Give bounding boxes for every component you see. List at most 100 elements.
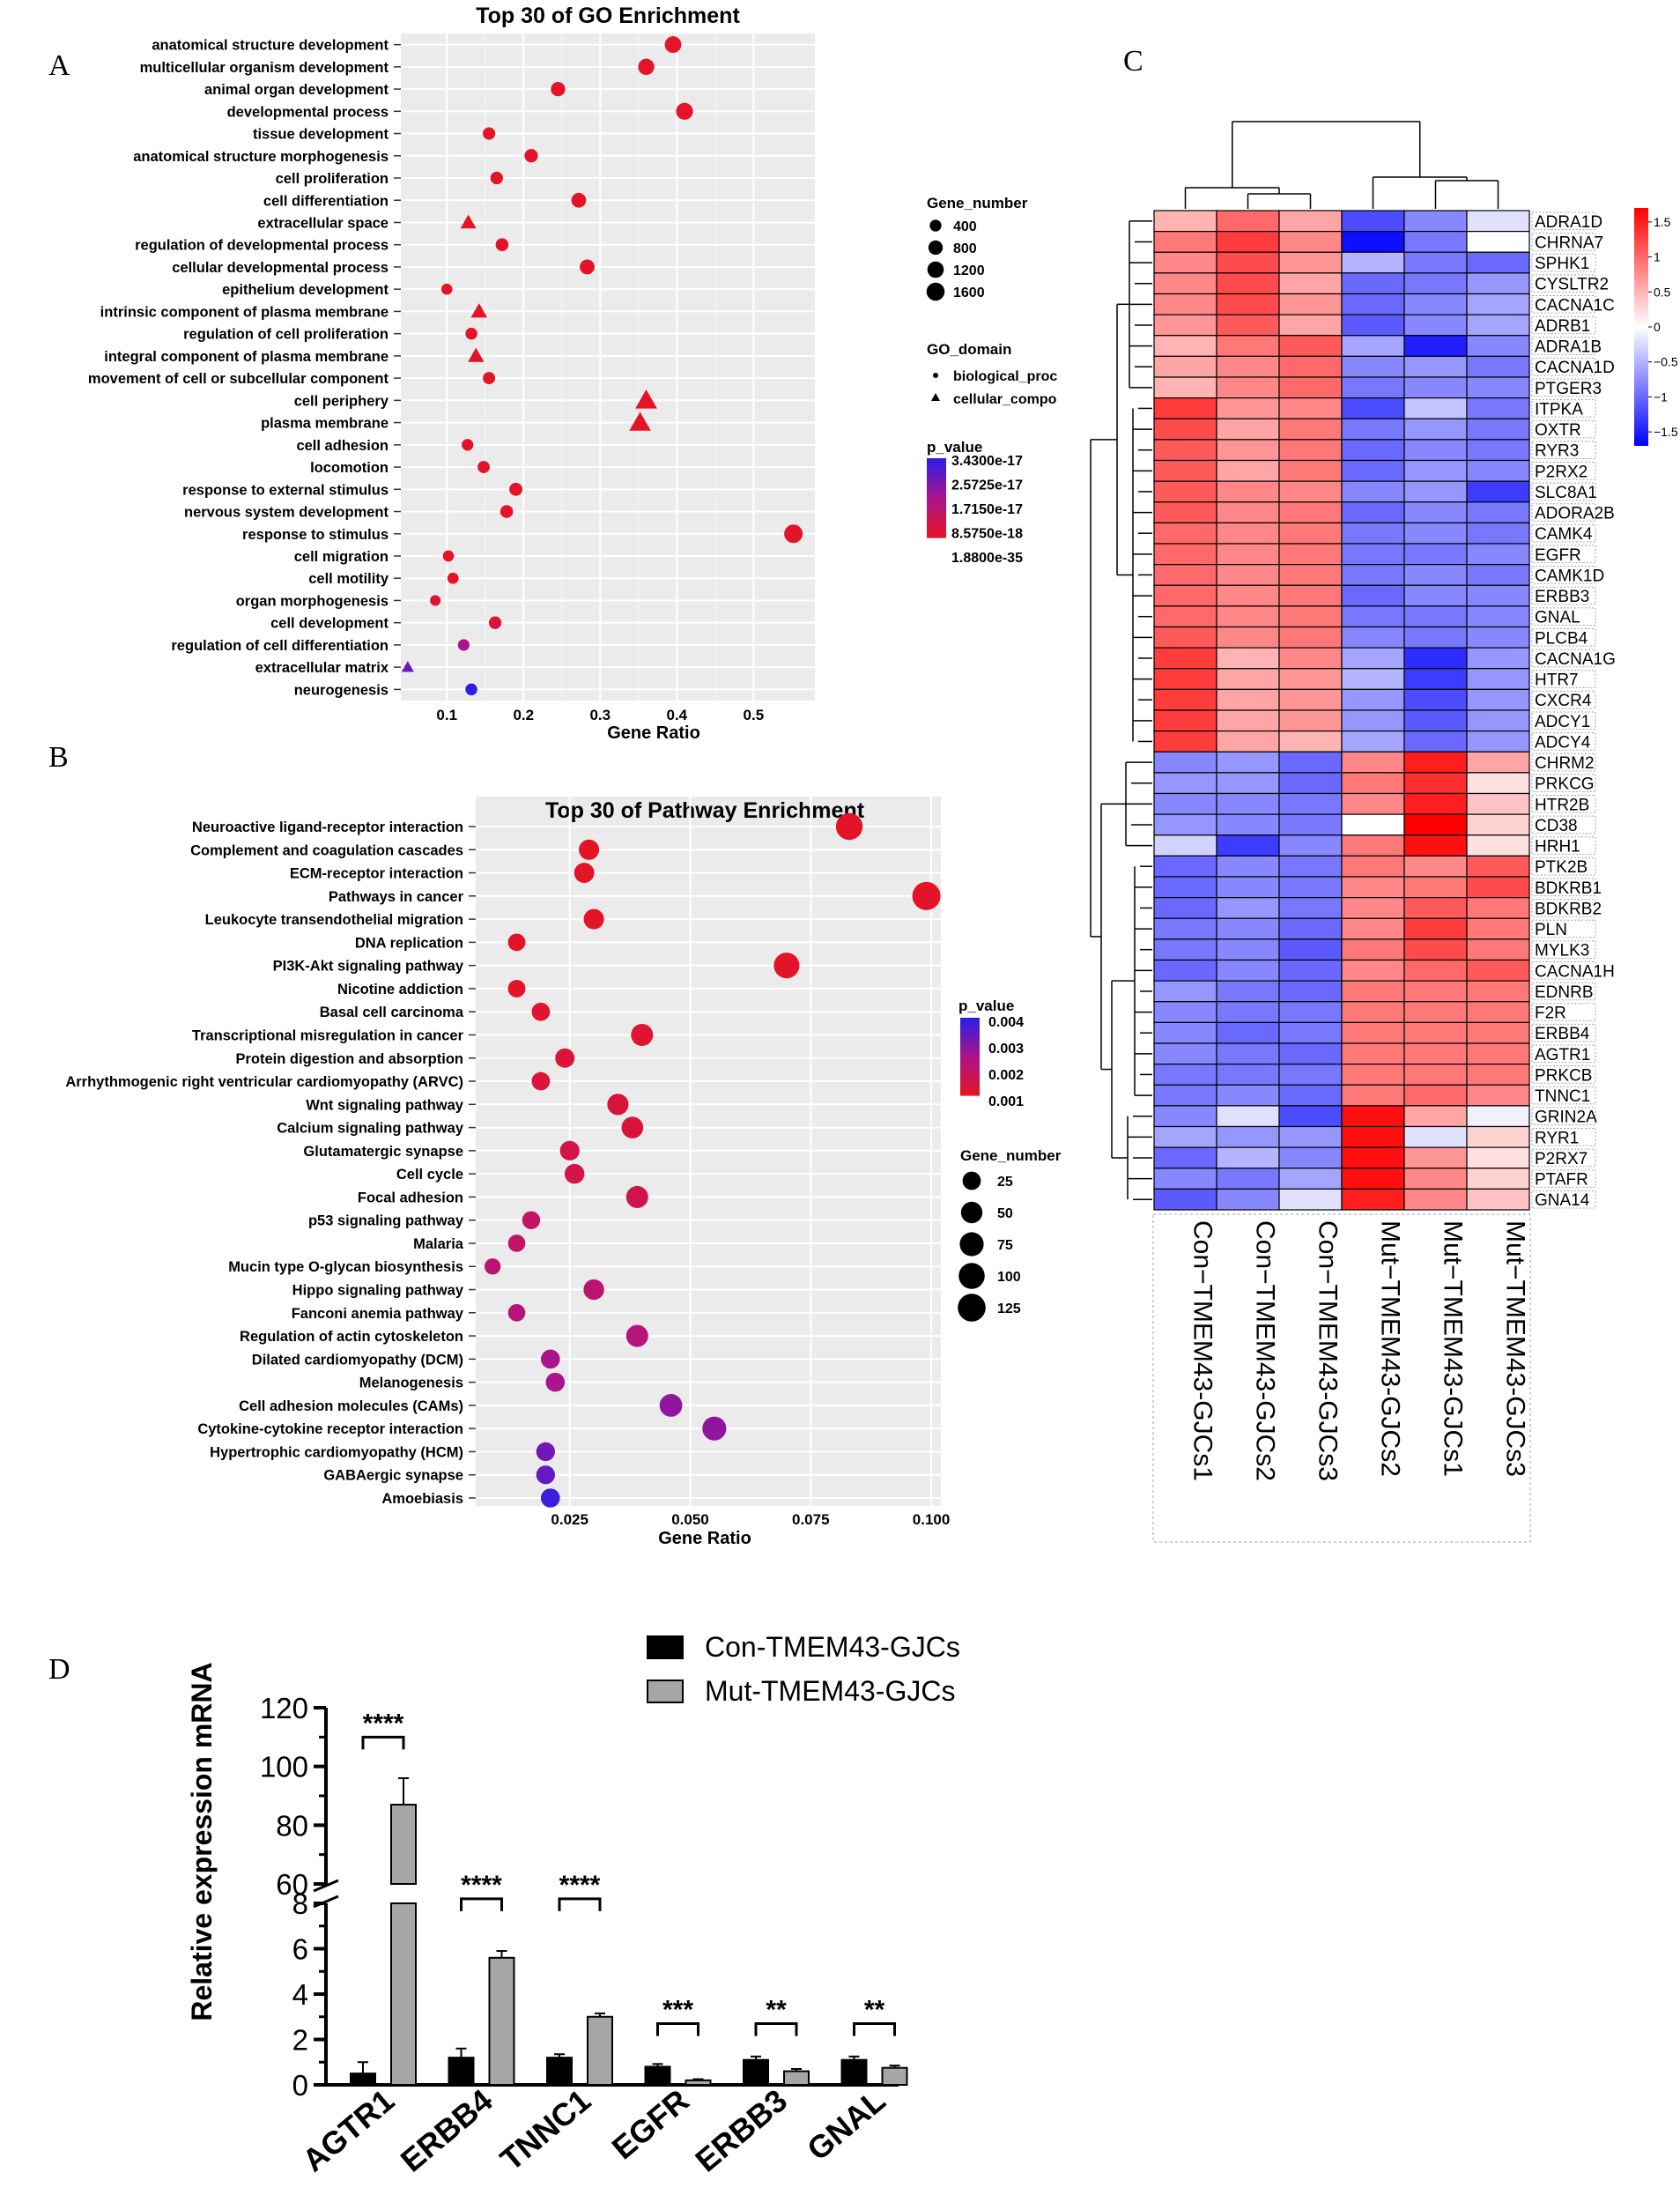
heatmap-row-label: F2R <box>1535 1005 1566 1023</box>
go-point <box>465 327 477 340</box>
heatmap-cell <box>1278 459 1343 482</box>
bar-significance-stars: *** <box>662 1995 693 2024</box>
bar-significance-stars: **** <box>461 1871 502 1900</box>
go-point <box>483 372 496 385</box>
go-term-label: multicellular organism development <box>140 60 389 76</box>
heatmap-cell <box>1341 897 1405 919</box>
heatmap-cell <box>1216 1105 1280 1128</box>
heatmap-cell <box>1216 668 1280 690</box>
go-term-label: regulation of cell differentiation <box>171 638 389 654</box>
heatmap-row-label-box <box>1531 1190 1596 1209</box>
pathway-point <box>531 1072 551 1091</box>
go-x-tick-label: 0.1 <box>436 707 457 723</box>
heatmap-row-label-box <box>1531 919 1596 938</box>
go-legend-size-label: 1200 <box>953 263 985 278</box>
go-colorbar-segment <box>927 493 946 497</box>
heatmap-row-label: ADRA1D <box>1535 213 1602 232</box>
heatmap-row-label: CYSLTR2 <box>1535 276 1609 294</box>
heatmap-cell <box>1403 1064 1468 1086</box>
pathway-colorbar-segment <box>960 1050 980 1054</box>
heatmap-cell <box>1278 251 1343 274</box>
heatmap-cell <box>1403 355 1468 378</box>
go-term-label: regulation of cell proliferation <box>183 327 389 343</box>
go-colorbar-segment <box>927 478 946 481</box>
heatmap-cell <box>1153 709 1217 732</box>
pathway-legend-size-label: 25 <box>997 1175 1013 1190</box>
heatmap-cell <box>1278 314 1343 337</box>
heatmap-cell <box>1153 876 1217 899</box>
heatmap-cell <box>1153 272 1217 295</box>
heatmap-cell <box>1341 564 1405 586</box>
heatmap-row-label-box <box>1531 836 1596 855</box>
heatmap-cell <box>1403 543 1468 566</box>
heatmap-cells <box>1153 210 1530 1211</box>
bar-category-label: ERBB3 <box>688 2082 794 2179</box>
panel-label-b: B <box>48 741 69 774</box>
heatmap-row-label-box <box>1531 566 1596 584</box>
heatmap-cell <box>1341 522 1405 545</box>
pathway-colorbar-segment <box>960 1041 980 1044</box>
heatmap-cell <box>1403 459 1468 482</box>
pathway-colorbar-segment <box>960 1062 980 1065</box>
heatmap-cell <box>1341 231 1405 253</box>
pathway-point <box>536 1442 555 1462</box>
go-point <box>784 524 803 544</box>
heatmap-row-label-box <box>1531 795 1596 813</box>
heatmap-cell <box>1403 1021 1468 1044</box>
pathway-colorbar-segment <box>960 1025 980 1028</box>
go-legend-color-label: 1.8800e-35 <box>951 551 1023 566</box>
pathway-x-tick-label: 0.075 <box>792 1511 830 1528</box>
heatmap-cell <box>1278 522 1343 545</box>
heatmap-row-label-box <box>1531 337 1596 355</box>
heatmap-cell <box>1403 813 1468 836</box>
pathway-gridlines <box>476 797 941 1506</box>
pathway-term-label: Wnt signaling pathway <box>306 1097 464 1113</box>
heatmap-row-label: PLN <box>1535 921 1567 939</box>
go-colorbar-segment <box>927 471 946 475</box>
pathway-colorbar-segment <box>960 1058 980 1061</box>
go-colorbar-segment <box>927 506 946 508</box>
go-term-label: cell proliferation <box>276 171 389 187</box>
go-term-label: extracellular matrix <box>255 660 389 676</box>
go-colorbar-segment <box>927 460 946 463</box>
heatmap-cell <box>1278 876 1343 899</box>
heatmap-row-label-box <box>1531 815 1596 834</box>
heatmap-cell <box>1403 772 1468 795</box>
heatmap-cell <box>1153 522 1217 545</box>
heatmap-cell <box>1466 647 1530 670</box>
go-legend-size-label: 800 <box>953 241 977 256</box>
pathway-term-label: Nicotine addiction <box>337 982 463 997</box>
go-legend-shape-label: cellular_compo <box>953 392 1057 407</box>
go-colorbar-segment <box>927 495 946 499</box>
heatmap-cell <box>1153 480 1217 503</box>
heatmap-row-label: CACNA1D <box>1535 359 1615 377</box>
go-colorbar-segment <box>927 511 946 515</box>
bar-rect <box>488 1956 515 2087</box>
bar-y-tick-label: 2 <box>292 2024 308 2057</box>
bar-rect <box>840 2058 868 2087</box>
heatmap-row-label: ERBB4 <box>1535 1025 1590 1043</box>
heatmap-cell <box>1466 1001 1530 1023</box>
go-legend-color-label: 1.7150e-17 <box>951 502 1023 517</box>
heatmap-cell <box>1403 1188 1468 1211</box>
bar-y-axis-label: Relative expression mRNA <box>186 1662 218 2021</box>
heatmap-cell <box>1278 813 1343 836</box>
go-point <box>477 461 490 473</box>
heatmap-cell <box>1278 709 1343 732</box>
heatmap-cell <box>1403 626 1468 649</box>
heatmap-cell <box>1216 439 1280 462</box>
heatmap-cell <box>1466 314 1530 337</box>
heatmap-cell <box>1153 564 1217 586</box>
bar-y-tick-label: 0 <box>292 2069 308 2102</box>
heatmap-cell <box>1341 1146 1405 1169</box>
heatmap-cell <box>1216 1125 1280 1148</box>
pathway-term-label: Dilated cardiomyopathy (DCM) <box>252 1352 463 1368</box>
pathway-colorbar-segment <box>960 1081 980 1085</box>
pathway-point <box>912 881 941 910</box>
go-colorbar-segment <box>927 530 946 532</box>
heatmap-cell <box>1403 751 1468 774</box>
heatmap-cell <box>1216 855 1280 878</box>
heatmap-cell <box>1466 772 1530 795</box>
go-legend-size-dot <box>926 282 945 301</box>
